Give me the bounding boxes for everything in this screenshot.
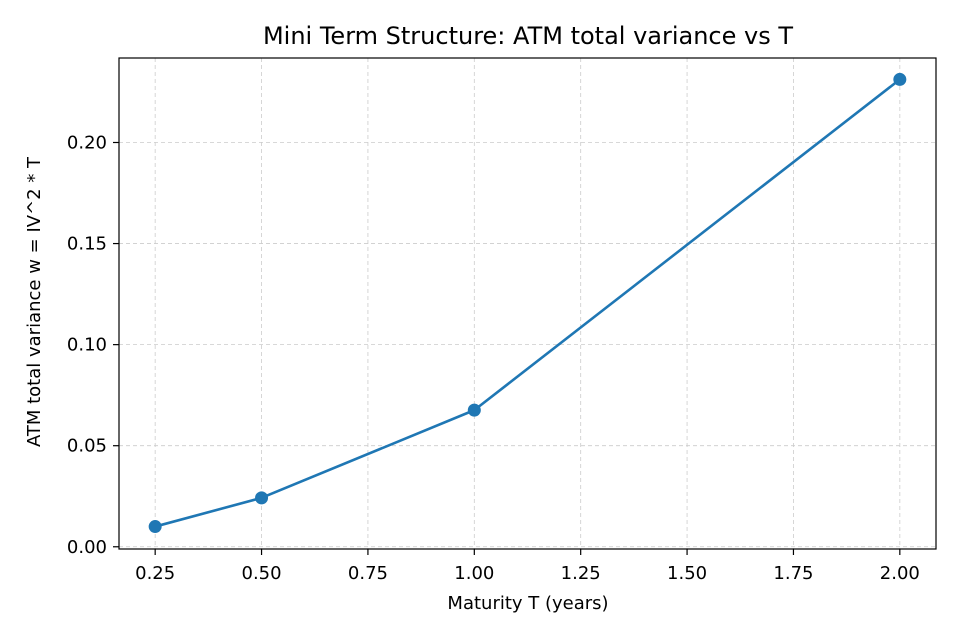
axes-frame — [118, 57, 937, 550]
y-axis: 0.00 0.05 0.10 0.15 0.20 — [67, 132, 119, 558]
x-tick-label: 1.50 — [667, 563, 707, 584]
data-point — [893, 72, 907, 86]
chart-title: Mini Term Structure: ATM total variance … — [263, 22, 793, 50]
y-tick-label: 0.20 — [67, 132, 107, 153]
y-tick-label: 0.10 — [67, 335, 107, 356]
series-line — [154, 78, 901, 528]
x-tick-label: 0.50 — [242, 563, 282, 584]
data-point — [255, 491, 269, 505]
x-axis: 0.25 0.50 0.75 1.00 1.25 1.50 1.75 2.00 — [135, 549, 920, 584]
data-point — [148, 520, 162, 534]
data-point — [467, 403, 481, 417]
x-tick-label: 0.75 — [348, 563, 388, 584]
grid — [119, 58, 936, 549]
x-tick-label: 1.75 — [773, 563, 813, 584]
plot-area — [148, 72, 907, 534]
y-axis-title: ATM total variance w = IV^2 * T — [24, 156, 45, 447]
x-tick-label: 1.25 — [561, 563, 601, 584]
x-axis-title: Maturity T (years) — [447, 593, 608, 614]
x-tick-label: 1.00 — [454, 563, 494, 584]
y-tick-label: 0.00 — [67, 537, 107, 558]
x-tick-label: 2.00 — [880, 563, 920, 584]
y-tick-label: 0.15 — [67, 234, 107, 255]
y-tick-label: 0.05 — [67, 436, 107, 457]
x-tick-label: 0.25 — [135, 563, 175, 584]
